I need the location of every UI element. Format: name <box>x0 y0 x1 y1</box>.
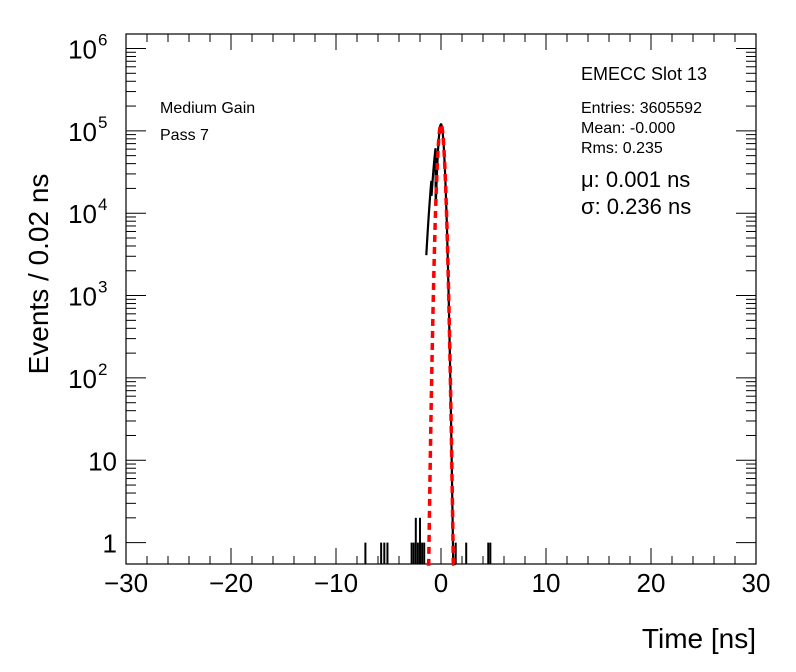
x-axis-title: Time [ns] <box>642 623 756 654</box>
y-axis-title: Events / 0.02 ns <box>23 174 54 375</box>
x-tick-label: −20 <box>209 568 253 598</box>
histogram-series <box>364 123 492 566</box>
x-tick-labels: −30 −20 −10 0 10 20 30 <box>104 568 771 598</box>
stats-title: EMECC Slot 13 <box>581 64 707 84</box>
x-tick-label: −30 <box>104 568 148 598</box>
y-axis-ticks <box>126 48 756 544</box>
y-tick-exponent: 4 <box>98 195 107 214</box>
stats-entries: Entries: 3605592 <box>581 100 702 117</box>
y-tick-label: 10 <box>68 199 97 229</box>
y-tick-label: 1 <box>103 529 117 559</box>
fit-sigma: σ: 0.236 ns <box>581 194 691 219</box>
y-tick-exponent: 5 <box>98 113 107 132</box>
x-tick-label: 10 <box>532 568 561 598</box>
stats-mean: Mean: -0.000 <box>581 120 675 137</box>
y-tick-exponent: 3 <box>98 278 107 297</box>
y-tick-label: 10 <box>88 446 117 476</box>
y-tick-exponent: 6 <box>98 31 107 50</box>
stats-rms: Rms: 0.235 <box>581 140 663 157</box>
x-tick-label: 20 <box>637 568 666 598</box>
x-tick-label: 30 <box>742 568 771 598</box>
y-tick-exponent: 2 <box>98 360 107 379</box>
y-tick-label: 10 <box>68 282 97 312</box>
y-tick-label: 10 <box>68 35 97 65</box>
annotation-gain: Medium Gain <box>160 100 255 117</box>
gaussian-fit-curve <box>426 122 456 566</box>
x-tick-label: −10 <box>314 568 358 598</box>
fit-mu: μ: 0.001 ns <box>581 167 690 192</box>
annotation-pass: Pass 7 <box>160 127 209 144</box>
gaussian-fit-series <box>426 122 456 566</box>
x-axis-ticks <box>125 34 757 564</box>
y-tick-label: 10 <box>68 117 97 147</box>
y-tick-label: 10 <box>68 364 97 394</box>
x-tick-label: 0 <box>434 568 448 598</box>
